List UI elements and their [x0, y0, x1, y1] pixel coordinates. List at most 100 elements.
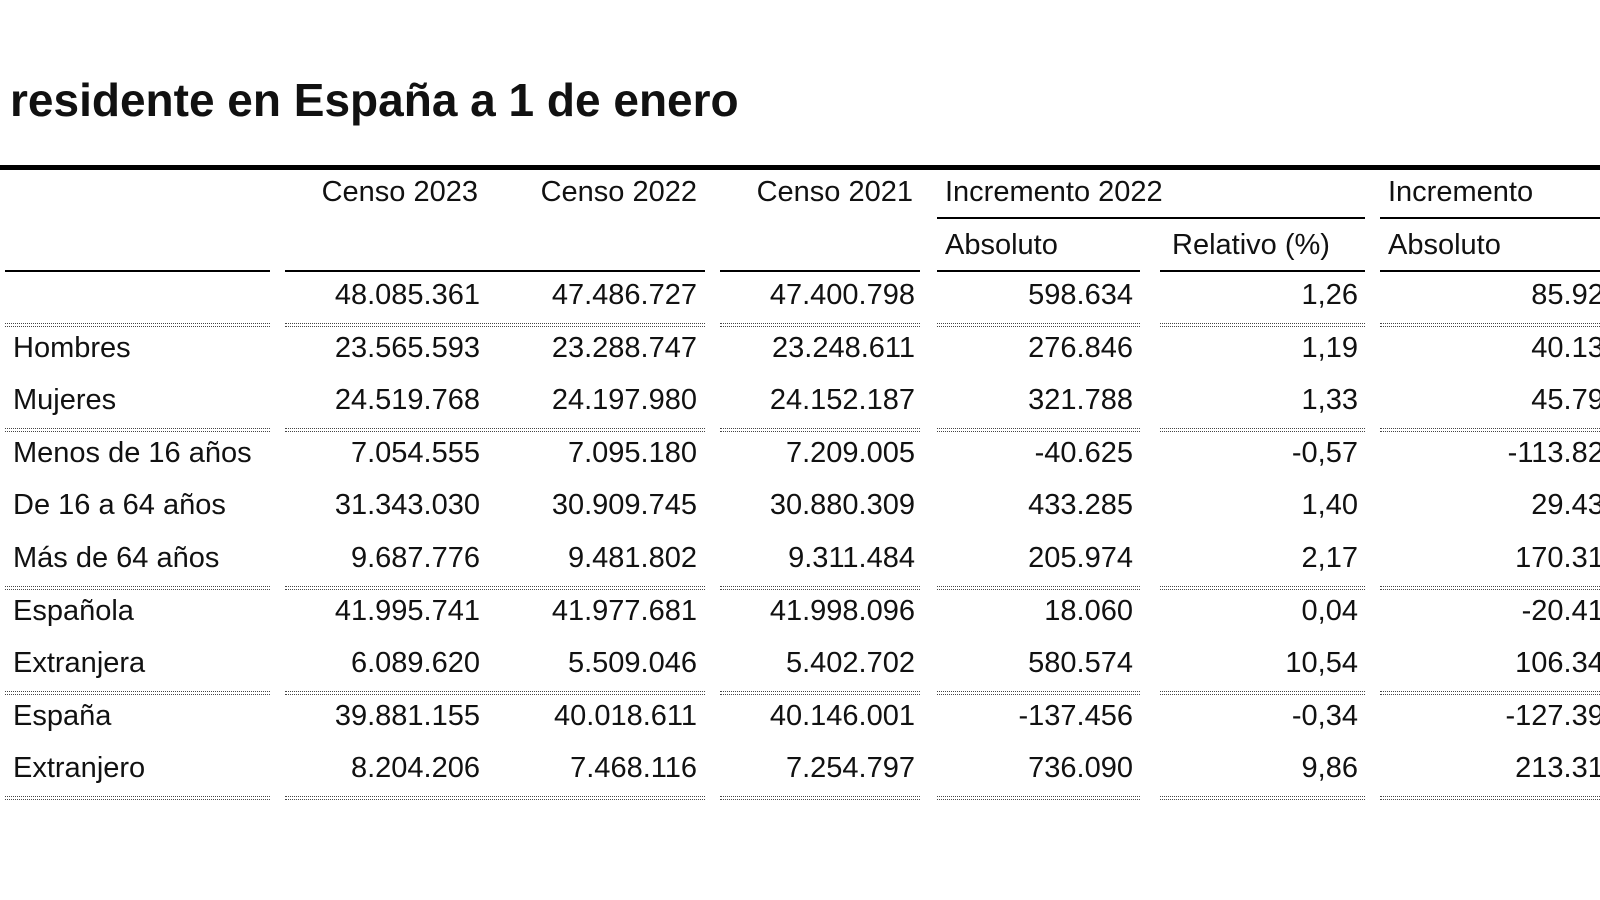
cell: 213.319	[1515, 752, 1600, 785]
row-separator	[720, 691, 920, 696]
row-separator	[937, 586, 1140, 590]
cell: -20.415	[1521, 594, 1600, 627]
row-separator	[937, 428, 1140, 433]
row-separator	[937, 691, 1140, 696]
cell: 1,19	[1301, 331, 1358, 364]
cell: 170.318	[1515, 542, 1600, 574]
row-separator	[285, 691, 705, 696]
row-separator	[1160, 586, 1365, 590]
row-separator	[1160, 428, 1365, 433]
row-separator	[5, 323, 270, 327]
cell: -0,57	[1291, 436, 1358, 469]
cell: 23.565.593	[334, 331, 480, 364]
cell: 23.248.611	[772, 331, 915, 364]
cell: 9.481.802	[567, 542, 697, 574]
row-label: Más de 64 años	[13, 542, 220, 574]
cell: 45.793	[1531, 384, 1600, 417]
row-separator	[720, 428, 920, 433]
row-separator	[285, 796, 705, 801]
top-rule	[0, 165, 1600, 170]
cell: 47.486.727	[551, 279, 697, 311]
cell: 580.574	[1028, 647, 1133, 680]
header-underline	[937, 217, 1365, 219]
row-label: España	[13, 699, 112, 732]
row-separator	[1160, 691, 1365, 696]
header-rule	[1380, 270, 1600, 272]
cell: 1,33	[1301, 384, 1358, 417]
row-separator	[5, 586, 270, 590]
cell: 5.402.702	[785, 647, 915, 680]
row-separator	[285, 323, 705, 327]
cell: -127.390	[1505, 699, 1600, 732]
header-rule	[937, 270, 1140, 272]
cell: 433.285	[1028, 489, 1133, 522]
column-header: Incremento	[1388, 176, 1534, 208]
cell: 7.095.180	[567, 436, 697, 469]
row-separator	[1380, 428, 1600, 433]
row-separator	[1380, 323, 1600, 327]
column-subheader: Relativo (%)	[1172, 229, 1330, 261]
row-separator	[720, 796, 920, 801]
cell: 47.400.798	[769, 279, 915, 311]
cell: 40.146.001	[769, 699, 915, 732]
row-separator	[1380, 796, 1600, 801]
cell: 6.089.620	[350, 647, 480, 680]
column-header: Censo 2021	[756, 176, 913, 208]
cell: 9,86	[1301, 752, 1358, 785]
row-separator	[1160, 323, 1365, 327]
header-rule	[5, 270, 270, 272]
row-separator	[720, 586, 920, 590]
column-header: Censo 2022	[540, 176, 697, 208]
cell: 39.881.155	[334, 699, 480, 732]
cell: 10,54	[1285, 647, 1358, 680]
cell: 24.152.187	[769, 384, 915, 417]
cell: 23.288.747	[551, 331, 697, 364]
row-separator	[937, 796, 1140, 801]
cell: 29.436	[1531, 489, 1600, 522]
cell: 598.634	[1028, 279, 1133, 311]
cell: 24.197.980	[551, 384, 697, 417]
cell: 1,40	[1301, 489, 1358, 522]
header-rule	[720, 270, 920, 272]
cell: 24.519.768	[334, 384, 480, 417]
cell: 205.974	[1028, 542, 1133, 574]
cell: -0,34	[1291, 699, 1358, 732]
title: residente en España a 1 de enero	[10, 74, 739, 126]
cell: 0,04	[1301, 594, 1358, 627]
row-label: Extranjero	[13, 752, 146, 785]
column-subheader: Absoluto	[1388, 229, 1501, 261]
cell: -40.625	[1034, 436, 1133, 469]
cell: 7.054.555	[350, 436, 480, 469]
cell: 736.090	[1028, 752, 1133, 785]
column-header: Incremento 2022	[945, 176, 1163, 208]
header-underline	[1380, 217, 1600, 219]
cell: 7.209.005	[785, 436, 915, 469]
row-separator	[285, 586, 705, 590]
cell: 18.060	[1044, 594, 1133, 627]
row-separator	[720, 323, 920, 327]
cell: -137.456	[1018, 699, 1134, 732]
cell: 40.136	[1531, 331, 1600, 364]
cell: 9.311.484	[788, 542, 915, 574]
row-label: Española	[13, 594, 134, 627]
cell: 106.344	[1515, 647, 1600, 680]
cell: 1,26	[1301, 279, 1358, 311]
cell: 31.343.030	[334, 489, 480, 522]
cell: 48.085.361	[334, 279, 480, 311]
row-separator	[5, 796, 270, 801]
cell: 30.880.309	[769, 489, 915, 522]
row-separator	[937, 323, 1140, 327]
row-separator	[285, 428, 705, 433]
cell: 5.509.046	[567, 647, 697, 680]
cell: 41.977.681	[551, 594, 697, 627]
cell: 7.468.116	[570, 752, 697, 785]
column-header: Censo 2023	[321, 176, 478, 208]
row-label: Extranjera	[13, 647, 146, 680]
cell: 85.929	[1531, 279, 1600, 311]
row-label: Hombres	[13, 331, 131, 364]
cell: 41.995.741	[334, 594, 480, 627]
row-separator	[5, 428, 270, 433]
row-separator	[1160, 796, 1365, 801]
header-rule	[285, 270, 705, 272]
